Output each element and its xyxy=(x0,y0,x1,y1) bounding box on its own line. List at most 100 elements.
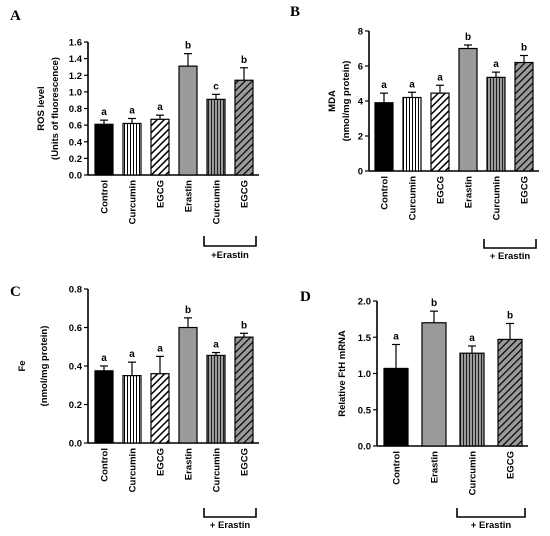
y-tick-label: 0.2 xyxy=(69,154,82,165)
significance-label: a xyxy=(129,105,135,116)
y-tick-label: 0.6 xyxy=(69,323,82,334)
y-tick-label: 0.8 xyxy=(69,285,82,296)
bar xyxy=(374,102,394,172)
bar xyxy=(430,92,450,172)
category-label: Erastin xyxy=(184,448,195,480)
y-axis-label: (nmol/mg protein) xyxy=(39,326,50,407)
significance-label: a xyxy=(213,340,219,351)
group-bracket xyxy=(456,508,526,518)
group-label: + Erastin xyxy=(471,520,512,531)
category-label: EGCG xyxy=(156,180,167,208)
significance-label: a xyxy=(129,349,135,360)
panel-a: A 0.0 0.2 0.4 0.6 0.8 1.0 1.2 1.4 1.6 ROS level (U… xyxy=(10,8,259,261)
category-label: Curcumin xyxy=(468,451,479,496)
group-label: + Erastin xyxy=(210,520,251,531)
significance-label: b xyxy=(241,320,247,331)
bar xyxy=(178,326,198,444)
y-tick-label: 2 xyxy=(358,132,363,143)
y-tick-label: 1.0 xyxy=(358,369,371,380)
significance-label: a xyxy=(409,79,415,90)
significance-label: a xyxy=(101,107,107,118)
y-tick-label: 0.0 xyxy=(69,439,82,450)
bar xyxy=(122,122,142,176)
significance-label: b xyxy=(241,55,247,66)
category-label: Control xyxy=(100,448,111,482)
bar xyxy=(150,373,170,444)
y-axis-label: MDA xyxy=(327,90,338,112)
category-label: Curcumin xyxy=(212,448,223,493)
category-label: EGCG xyxy=(436,176,447,204)
significance-label: b xyxy=(521,43,527,54)
category-label: Curcumin xyxy=(408,176,419,221)
bar xyxy=(94,123,114,176)
group-label: +Erastin xyxy=(211,250,249,261)
category-label: Erastin xyxy=(184,180,195,212)
significance-label: b xyxy=(507,310,513,321)
bar xyxy=(486,76,506,172)
bar xyxy=(402,96,422,172)
panel-d: D 0.0 0.5 1.0 1.5 2.0 Relative FtH mRNA a Contr… xyxy=(300,289,528,531)
y-tick-label: 0.8 xyxy=(69,104,82,115)
bar xyxy=(150,118,170,176)
y-tick-label: 1.4 xyxy=(69,54,83,65)
category-label: Control xyxy=(100,180,111,214)
category-label: EGCG xyxy=(240,448,251,476)
y-tick-label: 0.0 xyxy=(69,171,82,182)
significance-label: a xyxy=(381,80,387,91)
significance-label: b xyxy=(185,41,191,52)
significance-label: b xyxy=(185,305,191,316)
bar xyxy=(514,61,534,172)
category-label: Erastin xyxy=(430,451,441,483)
category-label: Curcumin xyxy=(128,448,139,493)
bar xyxy=(421,322,447,447)
category-label: EGCG xyxy=(240,180,251,208)
group-bracket xyxy=(483,239,537,249)
y-tick-label: 4 xyxy=(358,97,364,108)
y-tick-label: 0 xyxy=(358,167,363,178)
panel-letter-a: A xyxy=(10,8,21,24)
y-tick-label: 0.6 xyxy=(69,121,82,132)
bar xyxy=(206,354,226,444)
significance-label: c xyxy=(213,81,219,92)
y-tick-label: 1.5 xyxy=(358,333,372,344)
y-tick-label: 1.2 xyxy=(69,71,82,82)
panel-letter-b: B xyxy=(290,4,300,20)
significance-label: a xyxy=(157,343,163,354)
y-tick-label: 1.0 xyxy=(69,87,82,98)
category-label: Erastin xyxy=(464,176,475,208)
category-label: EGCG xyxy=(156,448,167,476)
y-axis-label: (nmol/mg protein) xyxy=(341,61,352,142)
panel-c: C 0.0 0.2 0.4 0.6 0.8 Fe (nmol/mg protein) a Con… xyxy=(10,284,259,531)
bar xyxy=(94,370,114,444)
bar xyxy=(383,367,409,447)
bar xyxy=(458,47,478,172)
bar xyxy=(234,79,254,176)
bar xyxy=(234,336,254,444)
y-tick-label: 0.0 xyxy=(358,442,371,453)
y-tick-label: 2.0 xyxy=(358,297,371,308)
bar xyxy=(459,352,485,447)
group-label: + Erastin xyxy=(490,251,531,262)
significance-label: b xyxy=(431,298,437,309)
y-tick-label: 0.4 xyxy=(69,362,83,373)
y-tick-label: 0.4 xyxy=(69,137,83,148)
category-label: EGCG xyxy=(506,451,517,479)
category-label: Control xyxy=(380,176,391,210)
category-label: Control xyxy=(392,451,403,485)
y-axis-label: Relative FtH mRNA xyxy=(337,330,348,417)
group-bracket xyxy=(203,236,257,247)
significance-label: a xyxy=(469,333,475,344)
significance-label: a xyxy=(437,72,443,83)
y-axis-label: (Units of fluorescence) xyxy=(50,57,61,160)
panel-b: B 0 2 4 6 8 MDA (nmol/mg protein) a Control a Curc… xyxy=(290,4,539,262)
significance-label: b xyxy=(465,32,471,43)
significance-label: a xyxy=(393,332,399,343)
category-label: Curcumin xyxy=(492,176,503,221)
category-label: EGCG xyxy=(520,176,531,204)
y-tick-label: 8 xyxy=(358,27,363,38)
category-label: Curcumin xyxy=(212,180,223,225)
bar xyxy=(178,65,198,176)
y-tick-label: 0.2 xyxy=(69,400,82,411)
panel-letter-d: D xyxy=(300,289,311,305)
category-label: Curcumin xyxy=(128,180,139,225)
